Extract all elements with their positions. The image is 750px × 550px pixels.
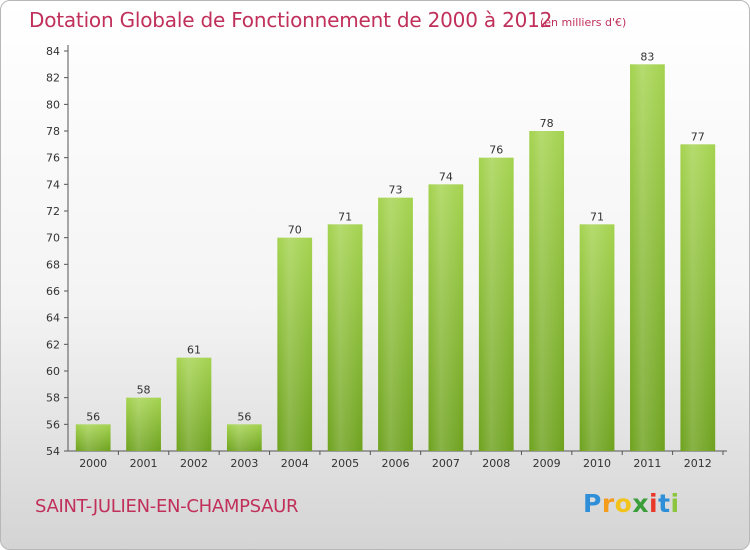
data-label-2009: 78 [540,117,554,130]
bar-shine-2012 [680,144,716,452]
bar-shine-2005 [327,224,363,451]
y-tick-label: 80 [46,98,60,111]
y-tick-label: 72 [46,205,60,218]
data-label-2008: 76 [489,144,503,157]
x-tick-label: 2006 [382,457,410,470]
data-label-2004: 70 [288,224,302,237]
bar-shine-2000 [75,424,111,451]
x-tick-label: 2001 [130,457,158,470]
y-tick-label: 54 [46,445,60,458]
y-tick-label: 56 [46,418,60,431]
y-tick-label: 68 [46,258,60,271]
x-tick-label: 2009 [533,457,561,470]
x-tick-label: 2008 [482,457,510,470]
y-tick-label: 62 [46,338,60,351]
data-label-2003: 56 [237,410,251,423]
logo-letter: i [670,489,680,518]
logo-letter: t [658,489,671,518]
data-label-2012: 77 [691,130,705,143]
data-label-2005: 71 [338,210,352,223]
x-tick-label: 2003 [230,457,258,470]
x-axis: 2000 2001 2002 2003 2004 2005 2006 2007 2008 2009… [68,450,727,470]
logo-letter: r [601,489,615,518]
x-tick-label: 2007 [432,457,460,470]
data-label-2007: 74 [439,170,453,183]
logo-letter: x [632,489,649,518]
data-label-2000: 56 [86,410,100,423]
data-label-2001: 58 [137,384,151,397]
y-tick-label: 70 [46,232,60,245]
data-label-2011: 83 [640,50,654,63]
x-tick-label: 2005 [331,457,359,470]
x-tick-label: 2000 [79,457,107,470]
bar-shine-2004 [277,237,313,451]
bar-shine-2002 [176,357,212,451]
data-labels: 56 58 61 56 70 71 73 74 76 78 71 83 77 [86,50,705,423]
x-tick-label: 2010 [583,457,611,470]
y-axis: 54 56 58 60 62 64 66 68 70 72 74 76 78 80 82 84 [46,45,69,458]
y-tick-label: 74 [46,178,60,191]
data-label-2006: 73 [389,184,403,197]
bar-shine-2010 [579,224,615,451]
data-label-2010: 71 [590,210,604,223]
y-tick-label: 76 [46,152,60,165]
y-tick-label: 60 [46,365,60,378]
logo-letter: P [583,489,602,518]
bars [75,64,716,452]
logo-letter: o [614,489,633,518]
x-tick-label: 2012 [684,457,712,470]
y-tick-label: 66 [46,285,60,298]
bar-shine-2011 [630,64,665,452]
chart-title: Dotation Globale de Fonctionnement de 20… [29,8,553,32]
bar-shine-2007 [428,184,464,452]
x-tick-label: 2011 [633,457,661,470]
y-tick-label: 64 [46,312,60,325]
x-tick-label: 2004 [281,457,309,470]
logo-letter: i [649,489,659,518]
y-tick-label: 58 [46,392,60,405]
y-tick-label: 82 [46,72,60,85]
data-label-2002: 61 [187,344,201,357]
bar-shine-2003 [226,424,262,451]
y-tick-label: 78 [46,125,60,138]
x-tick-label: 2002 [180,457,208,470]
proxiti-logo: Proxiti [583,489,680,518]
bar-shine-2001 [126,397,161,451]
bar-shine-2009 [529,131,565,451]
commune-name: SAINT-JULIEN-EN-CHAMPSAUR [35,496,299,517]
bar-shine-2008 [478,157,514,451]
y-tick-label: 84 [46,45,60,58]
chart-subtitle: (en milliers d'€) [540,16,627,29]
bar-shine-2006 [378,197,413,451]
